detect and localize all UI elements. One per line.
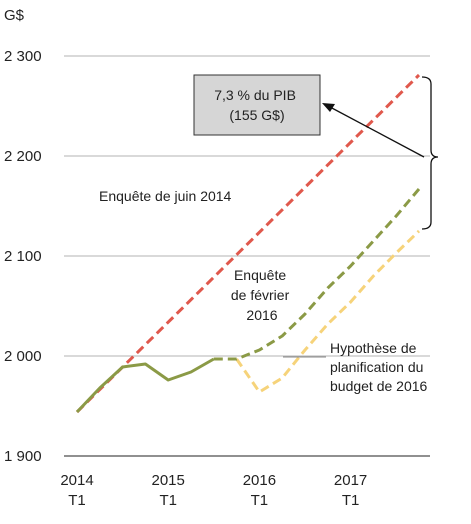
x-tick-label-quarter: T1 <box>342 492 360 509</box>
annotation-budget-2016: Hypothèse de planification du budget de … <box>330 340 428 394</box>
callout-box <box>193 74 321 136</box>
y-tick-label: 2 300 <box>4 48 42 65</box>
x-tick-label-year: 2016 <box>243 472 276 489</box>
y-tick-label: 2 000 <box>4 348 42 365</box>
y-tick-label: 2 100 <box>4 248 42 265</box>
x-tick-label-year: 2014 <box>60 472 93 489</box>
y-axis-label: G$ <box>4 7 25 24</box>
x-tick-label-quarter: T1 <box>159 492 177 509</box>
series-lines <box>75 73 421 414</box>
annotation-feb-2016-line-3: 2016 <box>246 307 277 323</box>
x-tick-label-year: 2017 <box>334 472 367 489</box>
gap-callout: 7,3 % du PIB (155 G$) <box>193 74 425 158</box>
series-line-enquete-de-juin-2014 <box>75 73 421 414</box>
annotation-feb-2016-line-2: de février <box>231 287 290 303</box>
annotation-budget-line-3: budget de 2016 <box>330 378 428 394</box>
x-tick-label-quarter: T1 <box>68 492 86 509</box>
annotation-june-2014: Enquête de juin 2014 <box>99 188 232 204</box>
series-line-hypothese-de-planification-du-budget-de-2016 <box>235 229 421 394</box>
callout-line-1: 7,3 % du PIB <box>214 87 296 103</box>
annotation-feb-2016: Enquête de février 2016 <box>231 267 293 323</box>
series-line-reel <box>75 357 215 414</box>
series-line-enquete-de-fevrier-2016 <box>213 188 421 361</box>
x-tick-labels: 2014 T1 2015 T1 2016 T1 2017 T1 <box>60 472 367 509</box>
callout-line-2: (155 G$) <box>229 107 284 123</box>
y-tick-labels: 1 900 2 000 2 100 2 200 2 300 <box>4 48 42 465</box>
annotation-feb-2016-line-1: Enquête <box>234 267 286 283</box>
x-tick-label-year: 2015 <box>152 472 185 489</box>
annotation-budget-line-1: Hypothèse de <box>330 340 417 356</box>
gap-bracket <box>421 76 439 230</box>
callout-arrow <box>329 106 425 158</box>
x-tick-label-quarter: T1 <box>251 492 269 509</box>
y-tick-label: 2 200 <box>4 148 42 165</box>
axes: G$ <box>4 7 430 457</box>
callout-arrowhead <box>322 103 335 112</box>
callout-text: 7,3 % du PIB (155 G$) <box>214 87 300 123</box>
y-tick-label: 1 900 <box>4 448 42 465</box>
annotation-budget-line-2: planification du <box>330 359 423 375</box>
